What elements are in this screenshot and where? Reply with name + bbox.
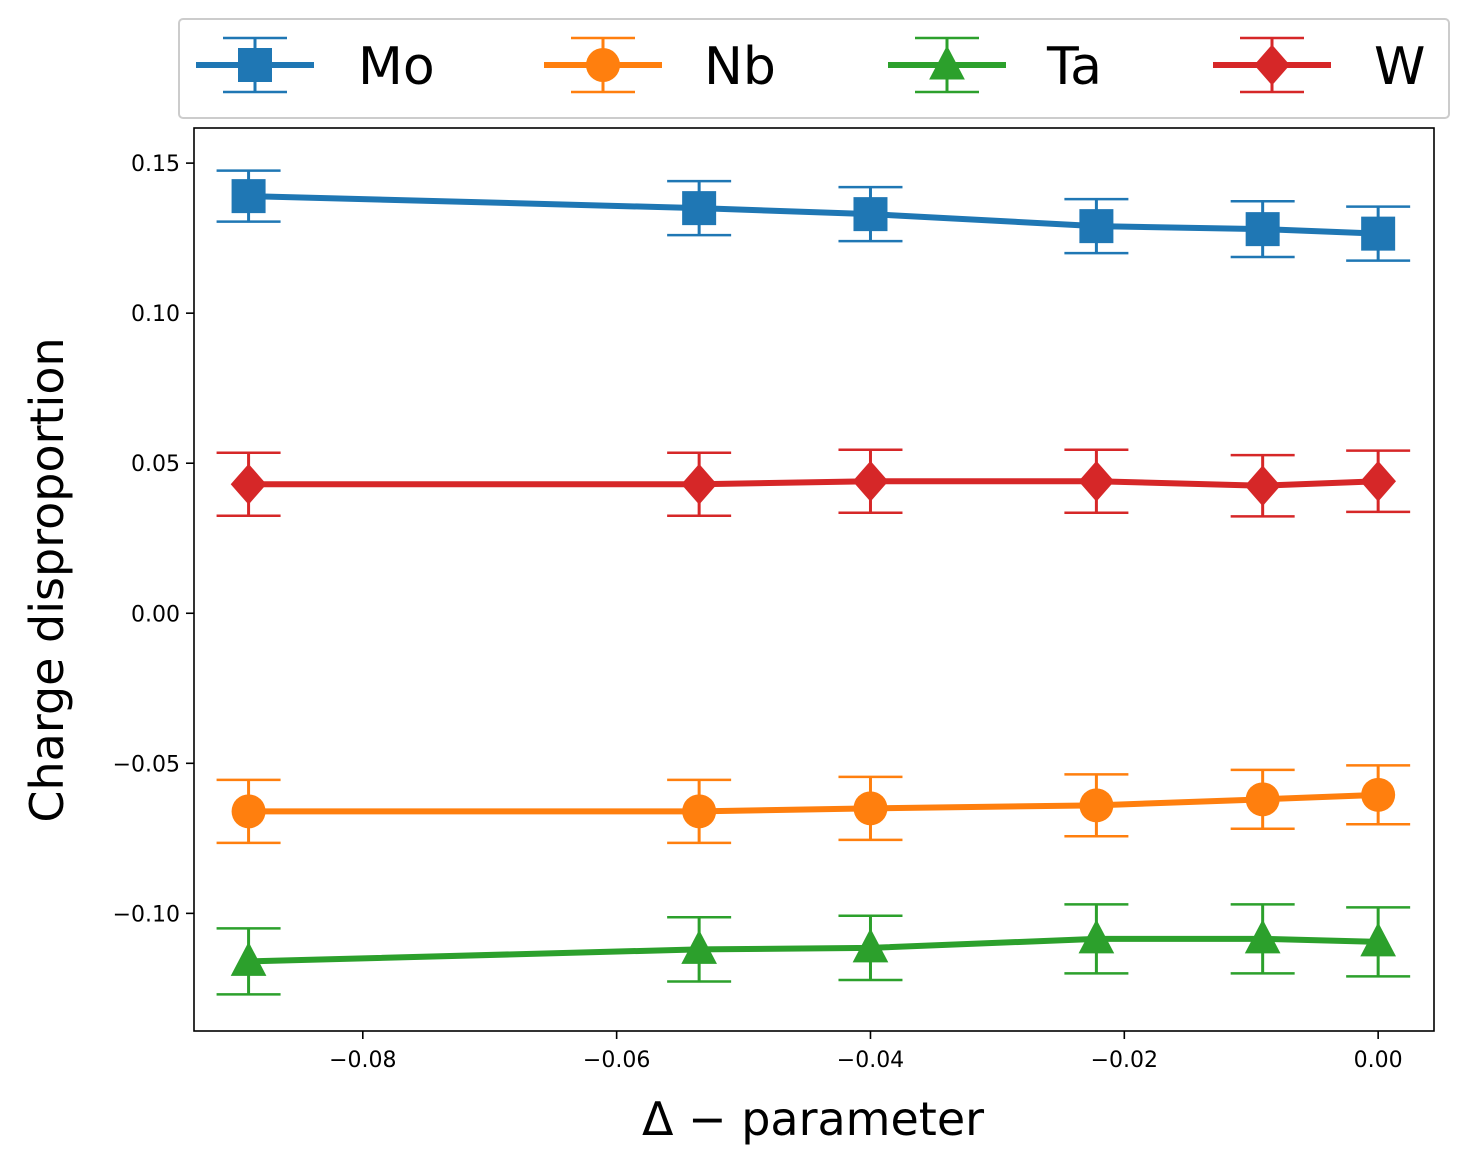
data-point: [1079, 209, 1114, 244]
series-mo: [216, 169, 1411, 262]
data-point: [1078, 460, 1115, 502]
data-point: [1079, 788, 1114, 823]
x-axis: −0.08 −0.06 −0.04 −0.02 0.00: [329, 1031, 1403, 1073]
x-tick-label: −0.08: [329, 1048, 396, 1073]
y-axis: 0.15 0.10 0.05 0.00 −0.05 −0.10: [113, 152, 194, 927]
legend-item-w: W: [1213, 36, 1425, 97]
legend-marker: [586, 48, 620, 82]
y-tick-label: −0.05: [113, 752, 180, 777]
legend-label: W: [1374, 37, 1425, 97]
data-point: [681, 929, 717, 964]
legend: Mo Nb Ta W: [178, 18, 1450, 119]
data-point: [852, 928, 889, 963]
legend-item-mo: Mo: [196, 36, 435, 97]
legend-marker: [238, 48, 272, 82]
data-point: [682, 191, 717, 226]
data-point: [853, 197, 888, 232]
data-point: [853, 791, 888, 826]
series-line: [248, 935, 1379, 965]
data-point: [1244, 465, 1281, 507]
y-tick-label: 0.00: [131, 602, 180, 627]
y-tick-label: 0.15: [131, 152, 180, 177]
legend-label: Nb: [704, 37, 776, 97]
plot-area: [216, 169, 1411, 996]
data-point: [852, 460, 889, 502]
legend-marker: [1254, 44, 1290, 86]
data-point: [1245, 212, 1280, 247]
x-tick-label: 0.00: [1354, 1048, 1403, 1073]
series-line: [248, 193, 1379, 237]
data-point: [1360, 922, 1397, 957]
legend-item-ta: Ta: [888, 36, 1102, 97]
data-point: [1245, 782, 1280, 817]
legend-label: Ta: [1046, 37, 1102, 97]
series-ta: [216, 903, 1411, 996]
y-tick-label: −0.10: [113, 902, 180, 927]
data-point: [681, 463, 717, 505]
data-point: [1244, 919, 1281, 954]
legend-label: Mo: [358, 37, 435, 97]
y-tick-label: 0.10: [131, 302, 180, 327]
data-point: [231, 794, 266, 829]
x-tick-label: −0.04: [837, 1048, 904, 1073]
series-line: [248, 478, 1379, 489]
y-tick-label: 0.05: [131, 452, 180, 477]
axes-frame: [193, 127, 1435, 1032]
data-point: [1360, 460, 1397, 502]
data-point: [1078, 919, 1115, 954]
x-tick-label: −0.02: [1091, 1048, 1158, 1073]
legend-marker: [929, 45, 965, 80]
y-axis-label: Charge disproportion: [20, 337, 74, 822]
data-point: [230, 463, 267, 505]
series-w: [216, 448, 1411, 518]
series-line: [248, 791, 1379, 815]
data-point: [231, 179, 266, 214]
series-nb: [216, 764, 1411, 845]
x-axis-label: Δ − parameter: [642, 1092, 984, 1146]
x-tick-label: −0.06: [583, 1048, 650, 1073]
data-point: [682, 794, 717, 829]
legend-frame: [178, 18, 1450, 119]
data-point: [1361, 777, 1396, 812]
data-point: [230, 941, 267, 976]
data-point: [1361, 216, 1396, 251]
legend-item-nb: Nb: [544, 36, 776, 97]
